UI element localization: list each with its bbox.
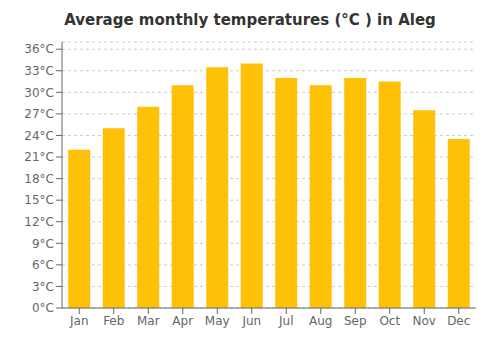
svg-text:27°C: 27°C [24, 107, 54, 121]
svg-text:Jun: Jun [241, 314, 261, 328]
svg-text:12°C: 12°C [24, 215, 54, 229]
svg-text:3°C: 3°C [32, 280, 54, 294]
svg-text:Dec: Dec [447, 314, 470, 328]
svg-text:6°C: 6°C [32, 258, 54, 272]
svg-text:Jan: Jan [69, 314, 89, 328]
svg-text:May: May [205, 314, 230, 328]
svg-text:0°C: 0°C [32, 301, 54, 315]
svg-text:Nov: Nov [413, 314, 436, 328]
svg-text:Aug: Aug [309, 314, 332, 328]
svg-text:15°C: 15°C [24, 193, 54, 207]
svg-text:Mar: Mar [137, 314, 160, 328]
svg-text:30°C: 30°C [24, 86, 54, 100]
svg-text:36°C: 36°C [24, 42, 54, 56]
svg-text:Jul: Jul [278, 314, 293, 328]
svg-text:9°C: 9°C [32, 237, 54, 251]
svg-text:Feb: Feb [103, 314, 124, 328]
svg-text:18°C: 18°C [24, 172, 54, 186]
svg-text:Sep: Sep [344, 314, 367, 328]
svg-text:Apr: Apr [172, 314, 193, 328]
svg-text:Oct: Oct [379, 314, 400, 328]
html-text:Average monthly temperatures (: Average monthly temperatures (°C ) in Al… [64, 11, 436, 29]
svg-text:24°C: 24°C [24, 129, 54, 143]
svg-text:33°C: 33°C [24, 64, 54, 78]
svg-text:21°C: 21°C [24, 150, 54, 164]
